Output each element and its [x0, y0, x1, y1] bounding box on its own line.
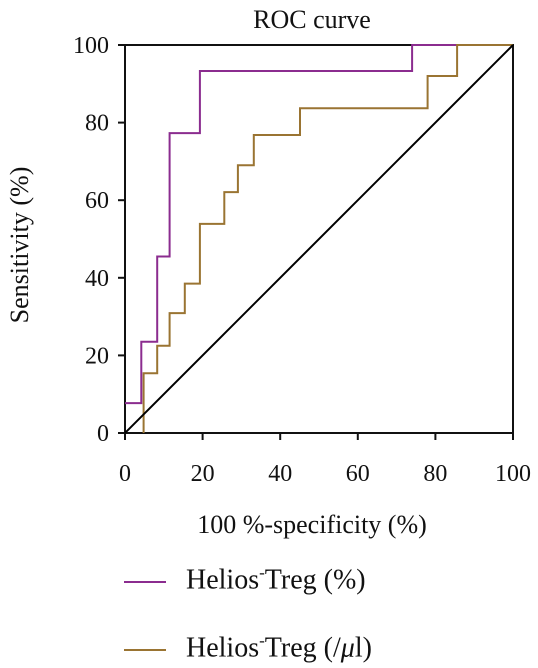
plot-frame — [124, 44, 514, 434]
legend-label-percent: Helios-Treg (%) — [186, 563, 366, 596]
reference-diagonal-line — [124, 44, 514, 434]
legend-item-helios-treg-per-ul: Helios-Treg (/μl) — [124, 628, 372, 668]
axis-ticks: 0 20 40 60 80 100 0 20 40 60 80 100 — [73, 33, 531, 487]
x-tick-label: 20 — [191, 461, 215, 487]
y-tick-label: 80 — [85, 111, 109, 137]
y-tick-label: 20 — [85, 343, 109, 369]
legend-item-helios-treg-percent: Helios-Treg (%) — [124, 560, 372, 600]
legend-label-per-ul: Helios-Treg (/μl) — [186, 631, 372, 664]
x-tick-label: 0 — [119, 461, 131, 487]
x-tick-label: 80 — [423, 461, 447, 487]
series-layer — [124, 44, 514, 434]
x-tick-label: 60 — [346, 461, 370, 487]
x-tick-label: 100 — [495, 461, 531, 487]
y-tick-label: 0 — [97, 421, 109, 447]
x-axis-title: 100 %-specificity (%) — [197, 510, 427, 539]
legend: Helios-Treg (%) Helios-Treg (/μl) — [124, 560, 372, 668]
series-line-1 — [142, 44, 513, 433]
legend-swatch-purple — [124, 581, 166, 583]
chart-title: ROC curve — [253, 5, 371, 34]
x-tick-label: 40 — [268, 461, 292, 487]
y-tick-label: 100 — [73, 33, 109, 59]
y-axis-title: Sensitivity (%) — [5, 167, 34, 324]
y-tick-label: 60 — [85, 188, 109, 214]
legend-swatch-brown — [124, 649, 166, 651]
y-tick-label: 40 — [85, 266, 109, 292]
series-line-0 — [125, 44, 513, 405]
